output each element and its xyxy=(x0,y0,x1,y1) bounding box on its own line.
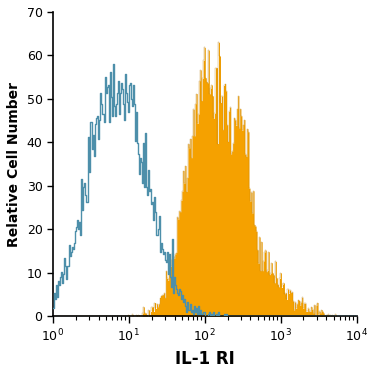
X-axis label: IL-1 RI: IL-1 RI xyxy=(175,350,235,368)
Y-axis label: Relative Cell Number: Relative Cell Number xyxy=(7,81,21,246)
